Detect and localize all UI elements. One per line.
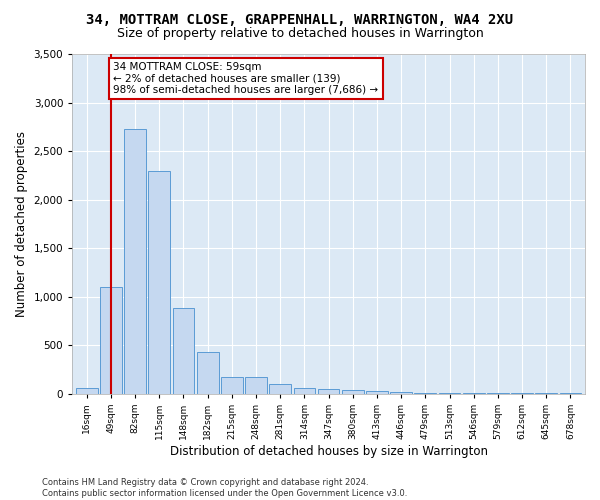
Text: Size of property relative to detached houses in Warrington: Size of property relative to detached ho… bbox=[116, 28, 484, 40]
Bar bbox=[415, 392, 436, 394]
Bar bbox=[197, 352, 218, 394]
Bar bbox=[269, 384, 291, 394]
X-axis label: Distribution of detached houses by size in Warrington: Distribution of detached houses by size … bbox=[170, 444, 488, 458]
Bar bbox=[366, 391, 388, 394]
Text: 34, MOTTRAM CLOSE, GRAPPENHALL, WARRINGTON, WA4 2XU: 34, MOTTRAM CLOSE, GRAPPENHALL, WARRINGT… bbox=[86, 12, 514, 26]
Bar bbox=[221, 377, 243, 394]
Bar bbox=[293, 388, 316, 394]
Text: Contains HM Land Registry data © Crown copyright and database right 2024.
Contai: Contains HM Land Registry data © Crown c… bbox=[42, 478, 407, 498]
Bar bbox=[148, 172, 170, 394]
Y-axis label: Number of detached properties: Number of detached properties bbox=[15, 131, 28, 317]
Text: 34 MOTTRAM CLOSE: 59sqm
← 2% of detached houses are smaller (139)
98% of semi-de: 34 MOTTRAM CLOSE: 59sqm ← 2% of detached… bbox=[113, 62, 379, 95]
Bar bbox=[76, 388, 98, 394]
Bar bbox=[245, 377, 267, 394]
Bar bbox=[124, 128, 146, 394]
Bar bbox=[390, 392, 412, 394]
Bar bbox=[318, 388, 340, 394]
Bar bbox=[100, 287, 122, 394]
Bar bbox=[342, 390, 364, 394]
Bar bbox=[173, 308, 194, 394]
